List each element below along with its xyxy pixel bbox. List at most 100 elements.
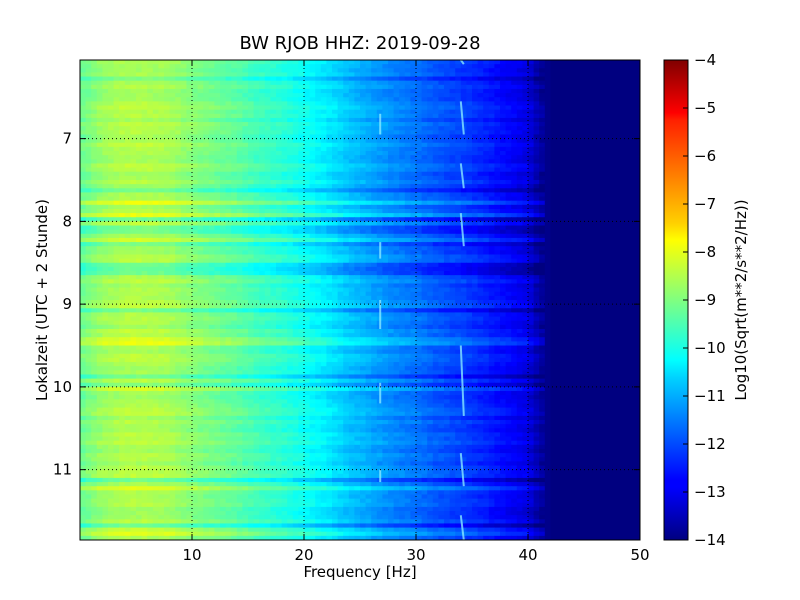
heatmap-cell	[578, 126, 585, 131]
heatmap-cell	[382, 213, 389, 218]
heatmap-cell	[544, 64, 551, 69]
heatmap-cell	[466, 155, 473, 160]
heatmap-cell	[589, 254, 596, 260]
heatmap-cell	[124, 80, 131, 86]
heatmap-cell	[304, 225, 311, 231]
heatmap-cell	[606, 233, 613, 239]
heatmap-cell	[287, 126, 294, 131]
heatmap-cell	[399, 88, 406, 94]
heatmap-cell	[270, 126, 277, 131]
heatmap-cell	[315, 229, 322, 235]
heatmap-cell	[589, 217, 596, 222]
heatmap-cell	[544, 88, 551, 94]
heatmap-cell	[332, 126, 339, 131]
heatmap-cell	[595, 221, 602, 227]
heatmap-cell	[326, 171, 333, 177]
heatmap-cell	[236, 101, 243, 107]
heatmap-cell	[119, 68, 126, 74]
heatmap-cell	[623, 246, 630, 251]
heatmap-cell	[175, 97, 182, 102]
heatmap-cell	[483, 184, 490, 189]
heatmap-cell	[315, 60, 322, 65]
heatmap-cell	[416, 188, 423, 194]
heatmap-cell	[315, 113, 322, 119]
heatmap-cell	[410, 246, 417, 251]
heatmap-cell	[113, 159, 120, 165]
heatmap-cell	[220, 213, 227, 218]
heatmap-cell	[203, 105, 210, 111]
heatmap-cell	[136, 88, 143, 94]
heatmap-cell	[192, 258, 199, 264]
heatmap-cell	[186, 101, 193, 107]
heatmap-cell	[360, 126, 367, 131]
heatmap-cell	[281, 208, 288, 214]
heatmap-cell	[231, 93, 238, 98]
heatmap-cell	[315, 97, 322, 102]
heatmap-cell	[152, 250, 159, 256]
heatmap-cell	[505, 221, 512, 227]
heatmap-cell	[511, 155, 518, 160]
heatmap-cell	[360, 167, 367, 173]
heatmap-cell	[382, 80, 389, 86]
heatmap-cell	[231, 167, 238, 173]
heatmap-cell	[298, 105, 305, 111]
heatmap-cell	[164, 237, 171, 243]
heatmap-cell	[231, 213, 238, 218]
heatmap-cell	[617, 138, 624, 144]
heatmap-cell	[421, 254, 428, 260]
heatmap-cell	[113, 175, 120, 181]
heatmap-cell	[416, 242, 423, 247]
heatmap-cell	[533, 180, 540, 185]
heatmap-cells	[80, 60, 640, 540]
heatmap-cell	[444, 163, 451, 169]
heatmap-cell	[533, 109, 540, 115]
heatmap-cell	[623, 117, 630, 123]
heatmap-cell	[472, 80, 479, 86]
heatmap-cell	[320, 88, 327, 94]
heatmap-cell	[85, 97, 92, 102]
heatmap-cell	[320, 188, 327, 194]
heatmap-cell	[634, 163, 640, 169]
heatmap-cell	[343, 196, 350, 202]
heatmap-cell	[152, 254, 159, 260]
heatmap-cell	[421, 93, 428, 98]
heatmap-cell	[617, 80, 624, 86]
heatmap-cell	[102, 192, 109, 198]
heatmap-cell	[606, 134, 613, 140]
heatmap-cell	[404, 221, 411, 227]
heatmap-cell	[584, 237, 591, 243]
heatmap-cell	[360, 217, 367, 222]
heatmap-cell	[539, 180, 546, 185]
heatmap-cell	[320, 72, 327, 78]
heatmap-cell	[287, 250, 294, 256]
heatmap-cell	[511, 93, 518, 98]
heatmap-cell	[455, 213, 462, 218]
heatmap-cell	[326, 246, 333, 251]
heatmap-cell	[220, 72, 227, 78]
heatmap-cell	[169, 208, 176, 214]
heatmap-cell	[550, 188, 557, 194]
heatmap-cell	[259, 175, 266, 181]
heatmap-cell	[516, 117, 523, 123]
heatmap-cell	[225, 64, 232, 69]
heatmap-cell	[550, 134, 557, 140]
heatmap-cell	[248, 242, 255, 247]
heatmap-cell	[432, 217, 439, 222]
heatmap-cell	[304, 184, 311, 189]
heatmap-cell	[589, 196, 596, 202]
heatmap-cell	[332, 84, 339, 90]
heatmap-cell	[500, 155, 507, 160]
heatmap-cell	[326, 97, 333, 102]
heatmap-cell	[371, 225, 378, 231]
heatmap-cell	[539, 151, 546, 156]
heatmap-cell	[416, 134, 423, 140]
heatmap-cell	[96, 68, 103, 74]
heatmap-cell	[225, 262, 232, 268]
heatmap-cell	[427, 146, 434, 152]
heatmap-cell	[259, 126, 266, 131]
heatmap-cell	[556, 113, 563, 119]
heatmap-cell	[220, 254, 227, 260]
heatmap-cell	[124, 225, 131, 231]
heatmap-cell	[460, 113, 467, 119]
heatmap-cell	[304, 134, 311, 140]
